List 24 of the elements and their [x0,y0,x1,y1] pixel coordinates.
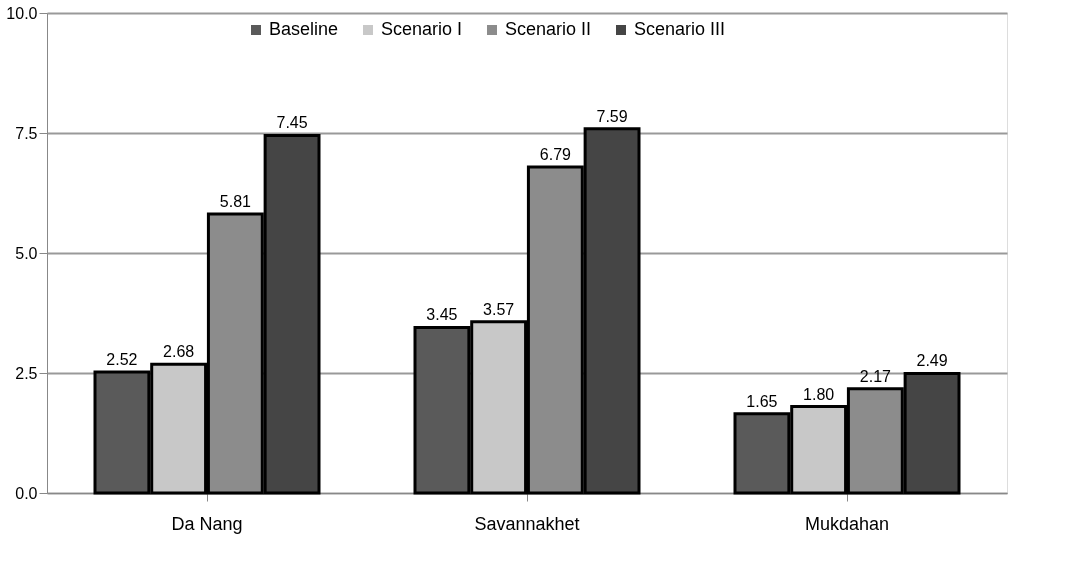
data-label: 2.49 [916,352,948,370]
data-label: 7.45 [276,114,308,132]
data-label: 2.17 [859,367,892,385]
data-label: 3.45 [426,306,458,324]
data-label: 2.68 [163,343,195,361]
data-label: 1.80 [803,385,835,403]
data-label: 1.65 [746,392,778,410]
data-label: 5.81 [219,193,252,211]
y-tick-label: 2.5 [15,364,38,382]
x-tick-label: Savannakhet [474,513,580,534]
data-label: 3.57 [483,300,515,318]
legend-label: Scenario II [505,19,592,39]
y-tick-label: 5.0 [15,244,38,262]
x-tick-label: Mukdahan [804,513,890,534]
data-label: 2.52 [106,351,138,369]
y-tick-label: 0.0 [15,484,38,502]
legend-label: Scenario I [381,19,463,39]
y-tick-label: 7.5 [15,124,38,142]
x-tick-label: Da Nang [171,513,243,534]
legend-label: Scenario III [634,19,726,39]
legend-label: Baseline [269,19,339,39]
data-label: 7.59 [596,107,628,125]
data-label: 6.79 [539,146,572,164]
y-tick-label: 10.0 [6,4,38,22]
